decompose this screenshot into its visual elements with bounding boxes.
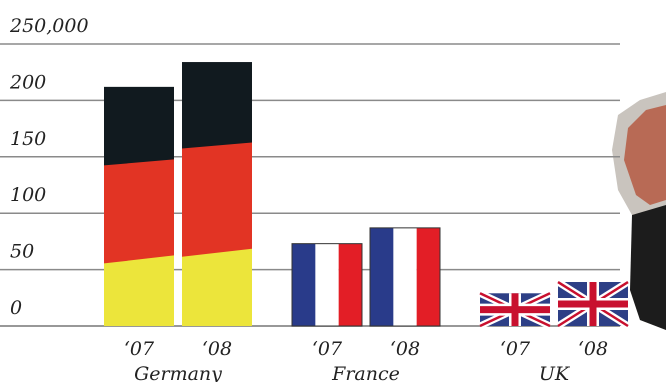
y-tick-label: 50 [10,241,34,263]
x-year-label: ‘07 [124,338,155,360]
bar-germany [104,86,174,326]
x-year-label: ‘08 [202,338,232,360]
x-year-label: ‘08 [578,338,608,360]
bar-uk [478,290,552,330]
y-tick-label: 250,000 [9,15,89,37]
bar-uk [556,279,630,329]
bar-france [369,227,441,327]
x-year-label: ‘08 [390,338,420,360]
y-tick-label: 0 [10,297,22,319]
y-tick-label: 200 [9,71,46,93]
x-category-label: France [331,363,400,382]
x-year-label: ‘07 [312,338,343,360]
photo-fragment [612,92,666,330]
bar-germany [182,62,252,326]
y-tick-label: 100 [10,184,46,206]
x-category-label: Germany [134,363,222,382]
bar-france [291,243,363,327]
x-year-label: ‘07 [500,338,531,360]
y-tick-label: 150 [10,128,46,150]
x-category-label: UK [539,363,571,382]
